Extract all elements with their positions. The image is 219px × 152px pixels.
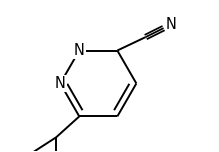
Text: N: N bbox=[74, 43, 85, 58]
Text: N: N bbox=[55, 76, 66, 91]
Text: N: N bbox=[166, 17, 177, 32]
